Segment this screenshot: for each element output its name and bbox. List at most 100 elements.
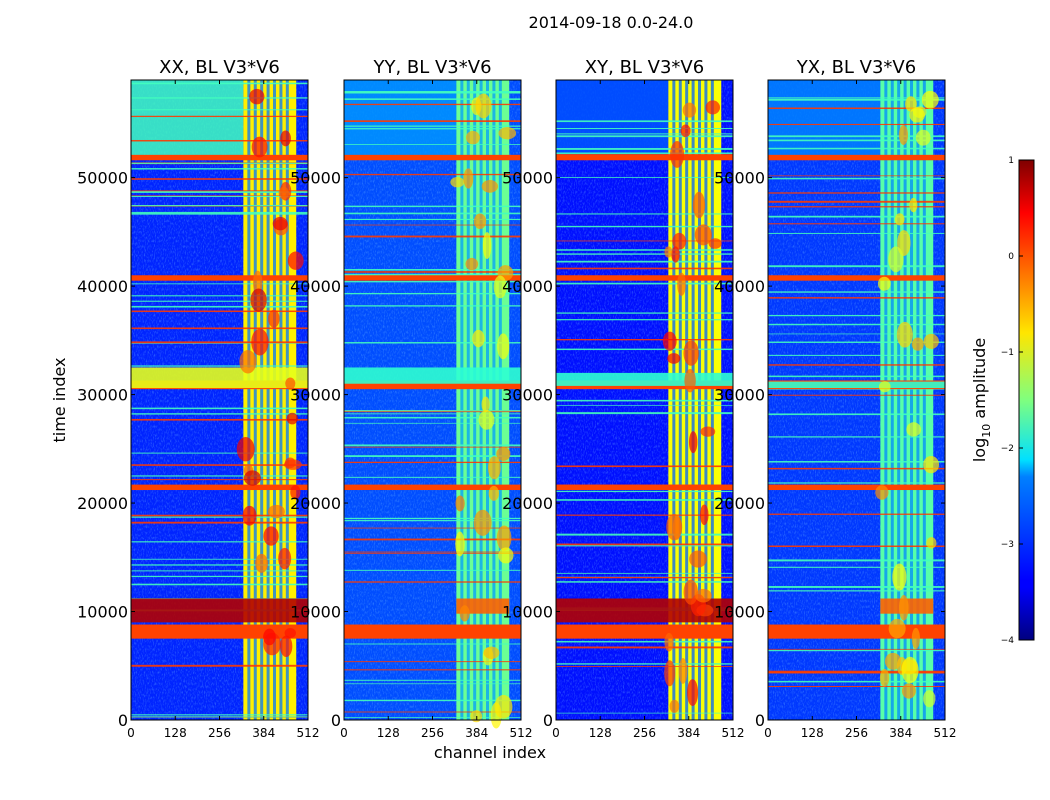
bright-block <box>768 381 945 389</box>
y-tick-label: 50000 <box>77 169 128 188</box>
band-stripe <box>916 80 920 720</box>
time-flag-line <box>131 212 308 215</box>
hot-spot <box>888 246 904 273</box>
flag-band <box>131 275 308 281</box>
time-flag-line <box>556 666 733 667</box>
hot-spot <box>667 353 681 364</box>
time-flag-line <box>344 235 521 238</box>
time-flag-line <box>556 249 733 251</box>
hot-spot <box>894 213 905 226</box>
flag-band <box>131 484 308 491</box>
hot-spot <box>694 224 712 246</box>
time-flag-line <box>556 148 733 150</box>
time-flag-line <box>131 195 308 197</box>
time-flag-line <box>556 712 733 714</box>
flag-band <box>344 624 521 639</box>
time-flag-line <box>556 240 733 242</box>
hot-spot <box>875 485 889 500</box>
time-flag-line <box>556 213 733 215</box>
hot-spot <box>236 437 255 462</box>
x-tick-label: 256 <box>421 726 444 740</box>
time-flag-line <box>556 267 733 270</box>
hot-spot <box>892 563 907 591</box>
time-flag-line <box>344 120 521 123</box>
time-flag-line <box>556 339 733 341</box>
flag-band <box>344 154 521 161</box>
time-flag-line <box>768 135 945 138</box>
hot-spot <box>888 618 906 639</box>
time-flag-line <box>768 297 945 299</box>
hot-spot <box>695 588 712 603</box>
flag-band <box>556 624 733 639</box>
hot-spot <box>677 272 686 296</box>
hot-spot <box>459 605 470 622</box>
strong-rfi <box>456 598 510 614</box>
hot-spot <box>278 186 289 200</box>
x-tick-label: 384 <box>252 726 275 740</box>
hot-spot <box>272 216 288 231</box>
y-tick-label: 10000 <box>77 603 128 622</box>
flag-band <box>344 484 521 491</box>
time-flag-line <box>556 135 733 138</box>
y-tick-label: 20000 <box>290 494 341 513</box>
time-flag-line <box>131 162 308 164</box>
hot-spot <box>678 658 688 684</box>
hot-spot <box>482 232 492 260</box>
hot-spot <box>488 485 499 501</box>
band-stripe <box>460 80 464 720</box>
time-flag-line <box>556 663 733 665</box>
x-tick-label: 256 <box>208 726 231 740</box>
x-tick-label: 128 <box>377 726 400 740</box>
hot-spot <box>284 627 297 639</box>
hot-spot <box>926 537 937 549</box>
panel-title: YX, BL V3*V6 <box>796 57 916 78</box>
time-flag-line <box>344 103 521 106</box>
hot-spot <box>877 276 891 291</box>
band-stripe <box>897 80 901 720</box>
colorbar-tick-label: 1 <box>1008 156 1014 166</box>
hot-spot <box>251 328 269 356</box>
panels-layer: XX, BL V3*V6 0 128 256 384 512 0 10000 20000 3000… <box>77 57 956 740</box>
hot-spot <box>450 176 465 188</box>
hot-spot <box>921 90 939 109</box>
y-tick-label: 40000 <box>714 277 765 296</box>
hot-spot <box>923 455 940 474</box>
hot-spot <box>664 660 676 687</box>
colorbar-tick-label: 0 <box>1008 252 1014 262</box>
time-flag-line <box>344 517 521 520</box>
time-flag-line <box>131 109 308 111</box>
flag-band <box>556 484 733 491</box>
hot-spot <box>689 550 707 568</box>
y-tick-label: 50000 <box>714 169 765 188</box>
hot-spot <box>700 426 716 437</box>
hot-spot <box>243 470 261 486</box>
y-tick-label: 30000 <box>290 386 341 405</box>
time-flag-line <box>344 269 521 271</box>
band-stripe <box>466 80 470 720</box>
time-flag-line <box>344 212 521 215</box>
time-flag-line <box>556 499 733 501</box>
time-flag-line <box>768 323 945 326</box>
time-flag-line <box>556 128 733 130</box>
panel-title: XX, BL V3*V6 <box>159 57 280 78</box>
time-flag-line <box>556 176 733 178</box>
hot-spot <box>898 125 909 145</box>
hot-spot <box>901 683 916 699</box>
time-flag-line <box>556 576 733 579</box>
time-flag-line <box>131 558 308 560</box>
hot-spot <box>497 333 510 360</box>
bright-block <box>344 367 521 384</box>
x-axis-label: channel index <box>434 743 546 762</box>
y-tick-label: 10000 <box>290 603 341 622</box>
time-flag-line <box>768 648 945 650</box>
time-flag-line <box>768 147 945 150</box>
time-flag-line <box>556 282 733 285</box>
time-flag-line <box>768 394 945 396</box>
time-flag-line <box>131 564 308 566</box>
flag-band <box>344 275 521 281</box>
time-flag-line <box>131 583 308 586</box>
hot-spot <box>670 141 685 168</box>
hot-spot <box>465 130 480 145</box>
y-tick-label: 0 <box>118 711 128 730</box>
time-flag-line <box>556 545 733 547</box>
